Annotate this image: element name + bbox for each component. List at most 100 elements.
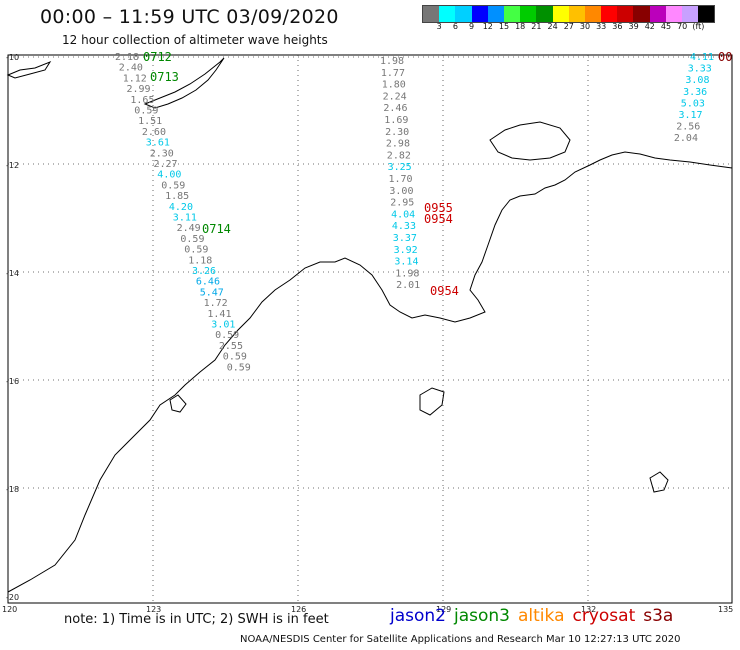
legend-entry-cryosat: cryosat <box>572 606 636 626</box>
wave-height-value: 1.85 <box>165 191 189 202</box>
wave-height-value: 3.14 <box>394 257 418 268</box>
color-scale-label: 33 <box>596 22 607 31</box>
color-swatch <box>649 6 666 22</box>
wave-height-value: 2.60 <box>142 127 166 138</box>
coastline-australia <box>7 151 733 593</box>
altimeter-track-2: 1.981.771.802.242.461.692.302.982.823.25… <box>380 56 420 291</box>
lat-label: -20 <box>6 593 19 602</box>
wave-height-value: 4.20 <box>169 202 193 213</box>
color-swatch <box>584 6 602 22</box>
coastline-small-island <box>419 387 445 416</box>
graticule <box>8 55 732 603</box>
wave-height-value: 2.18 <box>115 52 139 63</box>
wave-height-value: 2.01 <box>396 280 420 291</box>
time-label: 0954 <box>430 284 459 298</box>
wave-height-value: 1.70 <box>389 174 413 185</box>
coastline-small-island <box>649 471 669 493</box>
latitude-labels: -10 -12 -14 -16 -18 -20 <box>6 53 19 602</box>
color-scale-label: 21 <box>531 22 542 31</box>
color-swatch <box>601 6 618 22</box>
longitude-labels: 120 123 126 129 132 135 <box>2 605 733 614</box>
lat-label: -14 <box>6 269 19 278</box>
color-swatch <box>455 6 472 22</box>
wave-height-value: 4.04 <box>391 209 415 220</box>
wave-height-value: 3.08 <box>685 75 709 86</box>
wave-height-value: 3.36 <box>683 87 707 98</box>
wave-height-value: 2.99 <box>127 84 151 95</box>
wave-height-value: 2.27 <box>154 159 178 170</box>
color-swatch <box>520 6 537 22</box>
color-scale-label: 42 <box>644 22 655 31</box>
wave-height-value: 3.26 <box>192 266 216 277</box>
coastline-melville-island <box>489 121 571 161</box>
color-scale-labels: 3 6 9 12 15 18 21 24 27 30 33 36 39 42 45 70 (ft) <box>422 22 732 34</box>
color-scale-label: 18 <box>515 22 526 31</box>
wave-height-value: 2.46 <box>383 103 407 114</box>
wave-height-value: 3.37 <box>393 233 417 244</box>
wave-height-value: 3.17 <box>679 110 703 121</box>
footnote: note: 1) Time is in UTC; 2) SWH is in fe… <box>64 612 329 627</box>
coastline-small-island <box>169 394 187 413</box>
lat-label: -10 <box>6 53 19 62</box>
wave-height-value: 4.00 <box>157 170 181 181</box>
map-subtitle: 12 hour collection of altimeter wave hei… <box>62 33 328 47</box>
altimeter-track-1: 2.182.401.122.991.650.591.512.603.612.30… <box>115 52 251 373</box>
color-swatch <box>568 6 585 22</box>
color-swatch <box>665 6 682 22</box>
wave-height-value: 0.59 <box>161 180 185 191</box>
color-swatch <box>439 6 456 22</box>
color-scale-label: 12 <box>482 22 493 31</box>
lon-label: 120 <box>2 605 17 614</box>
wave-height-value: 1.51 <box>138 116 162 127</box>
color-scale-label: 36 <box>612 22 623 31</box>
color-swatch <box>471 6 488 22</box>
wave-height-value: 3.00 <box>389 186 413 197</box>
lon-label: 132 <box>581 605 596 614</box>
wave-height-value: 1.72 <box>204 298 228 309</box>
wave-height-value: 3.25 <box>388 162 412 173</box>
wave-height-value: 6.46 <box>196 277 220 288</box>
wave-height-value: 2.55 <box>219 341 243 352</box>
time-label: 0714 <box>202 222 231 236</box>
coastline-timor <box>143 57 225 109</box>
wave-height-value: 5.03 <box>681 98 705 109</box>
wave-height-value: 1.18 <box>188 255 212 266</box>
wave-height-value: 2.98 <box>386 139 410 150</box>
lat-label: -18 <box>6 485 19 494</box>
color-swatch <box>536 6 553 22</box>
wave-height-value: 5.47 <box>200 287 224 298</box>
wave-height-value: 1.69 <box>384 115 408 126</box>
map-title: 00:00 – 11:59 UTC 03/09/2020 <box>40 6 339 28</box>
wave-height-value: 1.41 <box>207 309 231 320</box>
color-swatch <box>698 6 715 22</box>
wave-height-value: 2.24 <box>383 91 407 102</box>
wave-height-value: 2.82 <box>387 150 411 161</box>
wave-height-value: 2.30 <box>150 148 174 159</box>
time-label: 00 <box>718 50 732 64</box>
wave-height-value: 2.04 <box>674 133 698 144</box>
lon-label: 135 <box>718 605 733 614</box>
color-swatch <box>552 6 569 22</box>
legend-entry-jason3: jason3 <box>454 606 510 626</box>
wave-height-value: 0.59 <box>227 362 251 373</box>
wave-height-value: 1.65 <box>130 95 154 106</box>
color-swatch <box>633 6 650 22</box>
wave-height-value: 1.98 <box>380 56 404 67</box>
color-scale-label: 45 <box>660 22 672 31</box>
wave-height-value: 2.49 <box>177 223 201 234</box>
color-scale-label: 70 <box>677 22 688 31</box>
lat-label: -12 <box>6 161 19 170</box>
wave-height-value: 0.59 <box>134 106 158 117</box>
color-scale-label: 30 <box>579 22 591 31</box>
wave-height-value: 4.33 <box>392 221 416 232</box>
wave-height-value: 3.11 <box>173 213 197 224</box>
wave-height-value: 0.59 <box>223 352 247 363</box>
wave-height-value: 3.33 <box>688 64 712 75</box>
wave-height-value: 2.56 <box>676 122 700 133</box>
legend-entry-altika: altika <box>518 606 565 626</box>
color-scale-label: (ft) <box>692 22 705 31</box>
wave-height-value: 3.01 <box>211 320 235 331</box>
time-label: 0712 <box>143 50 172 64</box>
color-scale-label: 3 <box>436 22 442 31</box>
